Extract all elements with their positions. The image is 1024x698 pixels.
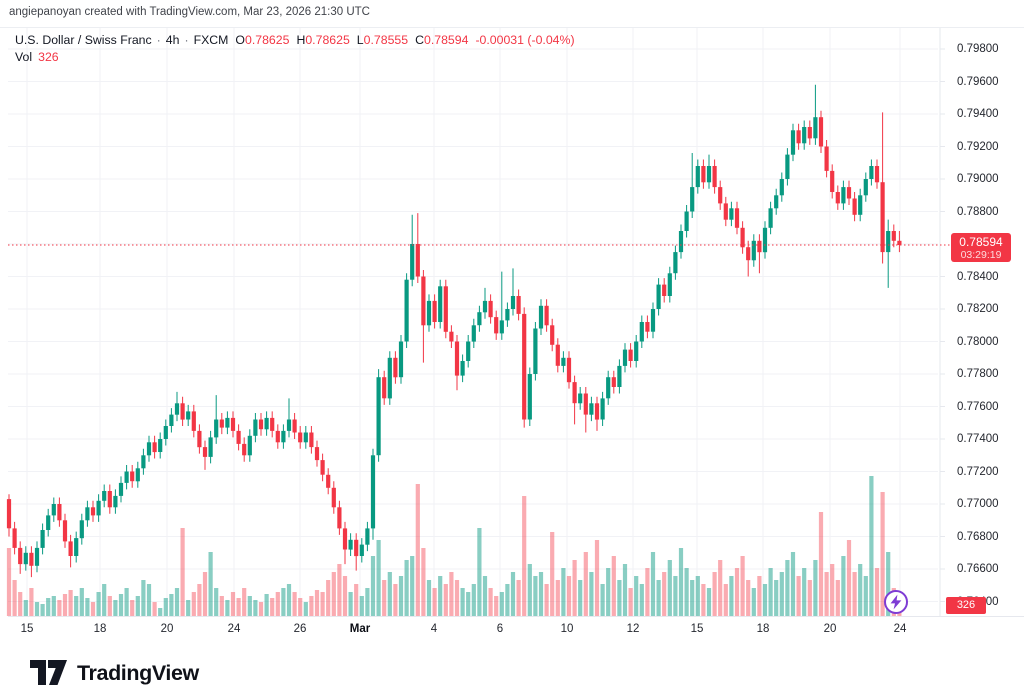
interval-label[interactable]: 4h — [165, 33, 180, 47]
time-axis-label: 12 — [626, 623, 640, 635]
volume-label[interactable]: Vol — [15, 50, 33, 64]
time-axis-label: 10 — [560, 623, 574, 635]
time-axis-label: 24 — [227, 623, 241, 635]
axis-borders — [8, 28, 1024, 617]
time-axis-label: 18 — [93, 623, 107, 635]
bar-countdown: 03:29:19 — [960, 249, 1002, 261]
attribution-text: angiepanoyan created with TradingView.co… — [9, 6, 370, 18]
price-axis-label: 0.79000 — [957, 173, 999, 185]
current-volume-badge: 326 — [946, 597, 986, 614]
price-axis-label: 0.76800 — [957, 530, 999, 543]
tradingview-logo-text: TradingView — [77, 660, 199, 685]
price-axis-label: 0.77800 — [957, 368, 999, 380]
legend-separator: · — [156, 33, 161, 47]
close-label: C — [415, 33, 424, 47]
time-axis-label: 4 — [430, 623, 438, 635]
price-axis-label: 0.77400 — [957, 433, 999, 445]
price-axis-label: 0.79800 — [957, 43, 999, 55]
low-label: L — [356, 33, 364, 47]
symbol-title[interactable]: U.S. Dollar / Swiss Franc — [15, 33, 152, 47]
current-price-value: 0.78594 — [959, 235, 1003, 249]
volume-series — [6, 476, 902, 616]
chart-legend: U.S. Dollar / Swiss Franc · 4h · FXCM O0.7862… — [15, 33, 575, 64]
price-axis-label: 0.78200 — [957, 303, 999, 315]
price-axis-label: 0.77000 — [957, 498, 999, 510]
time-axis-label: 15 — [20, 623, 34, 635]
price-axis-label: 0.79600 — [957, 75, 999, 88]
change-value: -0.00031 (-0.04%) — [475, 33, 575, 47]
time-axis-label: 26 — [293, 623, 307, 635]
time-axis-label: Mar — [349, 623, 371, 635]
chart-frame-border — [0, 27, 1024, 28]
time-axis-label: 20 — [823, 623, 837, 635]
high-value: 0.78625 — [305, 33, 350, 47]
open-label: O — [235, 33, 245, 47]
low-value: 0.78555 — [363, 33, 409, 47]
close-value: 0.78594 — [423, 33, 469, 47]
tradingview-logo-icon — [30, 660, 67, 685]
exchange-label: FXCM — [193, 33, 229, 47]
time-axis-label: 18 — [756, 623, 770, 635]
time-axis-label: 15 — [690, 623, 704, 635]
price-axis-label: 0.78000 — [957, 335, 999, 348]
candlestick-series — [6, 84, 902, 578]
tradingview-logo[interactable]: TradingView — [30, 660, 199, 686]
current-price-badge: 0.78594 03:29:19 — [951, 233, 1011, 262]
boost-button[interactable] — [883, 589, 909, 615]
price-axis-label: 0.78800 — [957, 205, 999, 218]
open-value: 0.78625 — [245, 33, 290, 47]
lightning-icon — [884, 590, 908, 614]
time-axis-label: 20 — [160, 623, 174, 635]
legend-separator: · — [184, 33, 189, 47]
price-axis-label: 0.76600 — [957, 563, 999, 575]
high-label: H — [296, 33, 306, 47]
price-axis-label: 0.77600 — [957, 400, 999, 413]
price-axis-label: 0.79200 — [957, 140, 999, 153]
volume-value: 326 — [38, 50, 59, 64]
price-axis-label: 0.79400 — [957, 108, 999, 120]
time-axis-label: 6 — [496, 623, 504, 635]
time-axis-label: 24 — [893, 623, 907, 635]
grid-lines — [8, 28, 938, 616]
price-axis-label: 0.77200 — [957, 465, 999, 478]
price-axis-label: 0.78400 — [957, 270, 999, 283]
